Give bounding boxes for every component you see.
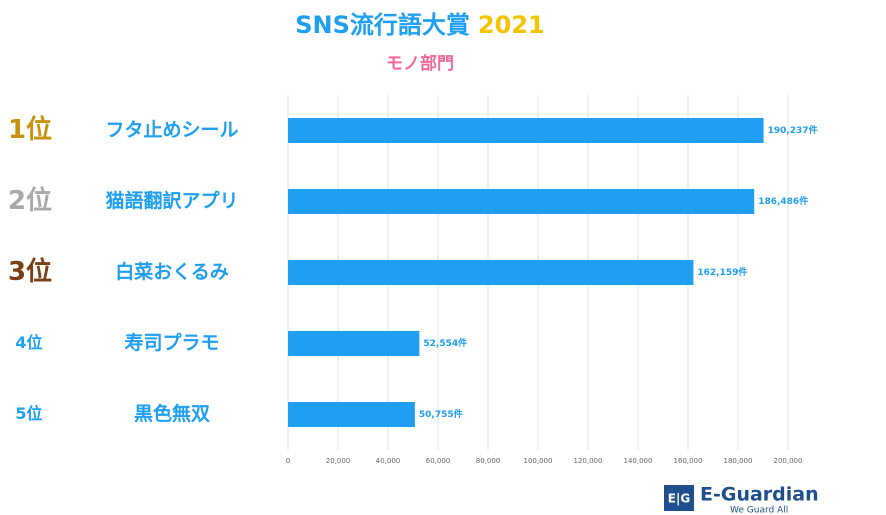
y-tick-label: 猫語翻訳アプリ: [105, 189, 238, 212]
y-tick-label: 白菜おくるみ: [115, 260, 229, 283]
data-label: 162,159件: [697, 266, 747, 278]
chart-title: SNS流行語大賞 2021: [295, 11, 544, 39]
title-main: SNS流行語大賞: [295, 11, 470, 39]
data-label: 50,755件: [419, 408, 463, 420]
logo-name: E-Guardian: [700, 484, 819, 506]
y-tick-label: 寿司プラモ: [124, 331, 219, 354]
x-tick-label: 20,000: [326, 457, 351, 465]
x-tick-label: 80,000: [476, 457, 501, 465]
y-tick-label: フタ止めシール: [105, 119, 238, 141]
logo-icon-bg: [664, 485, 694, 511]
data-label: 52,554件: [423, 337, 467, 349]
x-tick-label: 100,000: [524, 457, 553, 465]
subtitle: モノ部門: [386, 53, 454, 74]
bar: [288, 118, 764, 143]
rank-label: 2位: [8, 185, 52, 216]
x-tick-label: 120,000: [574, 457, 603, 465]
x-tick-label: 140,000: [624, 457, 653, 465]
x-tick-label: 0: [286, 457, 290, 465]
x-tick-label: 180,000: [724, 457, 753, 465]
x-tick-label: 60,000: [426, 457, 451, 465]
x-tick-label: 160,000: [674, 457, 703, 465]
logo: E|G E-Guardian We Guard All: [664, 484, 819, 515]
bar: [288, 402, 415, 427]
x-tick-label: 40,000: [376, 457, 401, 465]
rank-label: 4位: [15, 333, 42, 352]
data-label: 190,237件: [768, 124, 818, 136]
x-tick-label: 200,000: [774, 457, 803, 465]
rank-label: 5位: [15, 404, 42, 423]
logo-icon: E|G: [668, 492, 690, 506]
rank-label: 3位: [8, 256, 52, 287]
rank-label: 1位: [8, 114, 52, 145]
bar: [288, 189, 755, 214]
title-year: 2021: [478, 11, 545, 39]
logo-tagline: We Guard All: [730, 506, 788, 515]
bar: [288, 331, 420, 356]
y-tick-label: 黒色無双: [134, 402, 210, 425]
data-label: 186,486件: [758, 195, 808, 207]
bar: [288, 260, 694, 285]
